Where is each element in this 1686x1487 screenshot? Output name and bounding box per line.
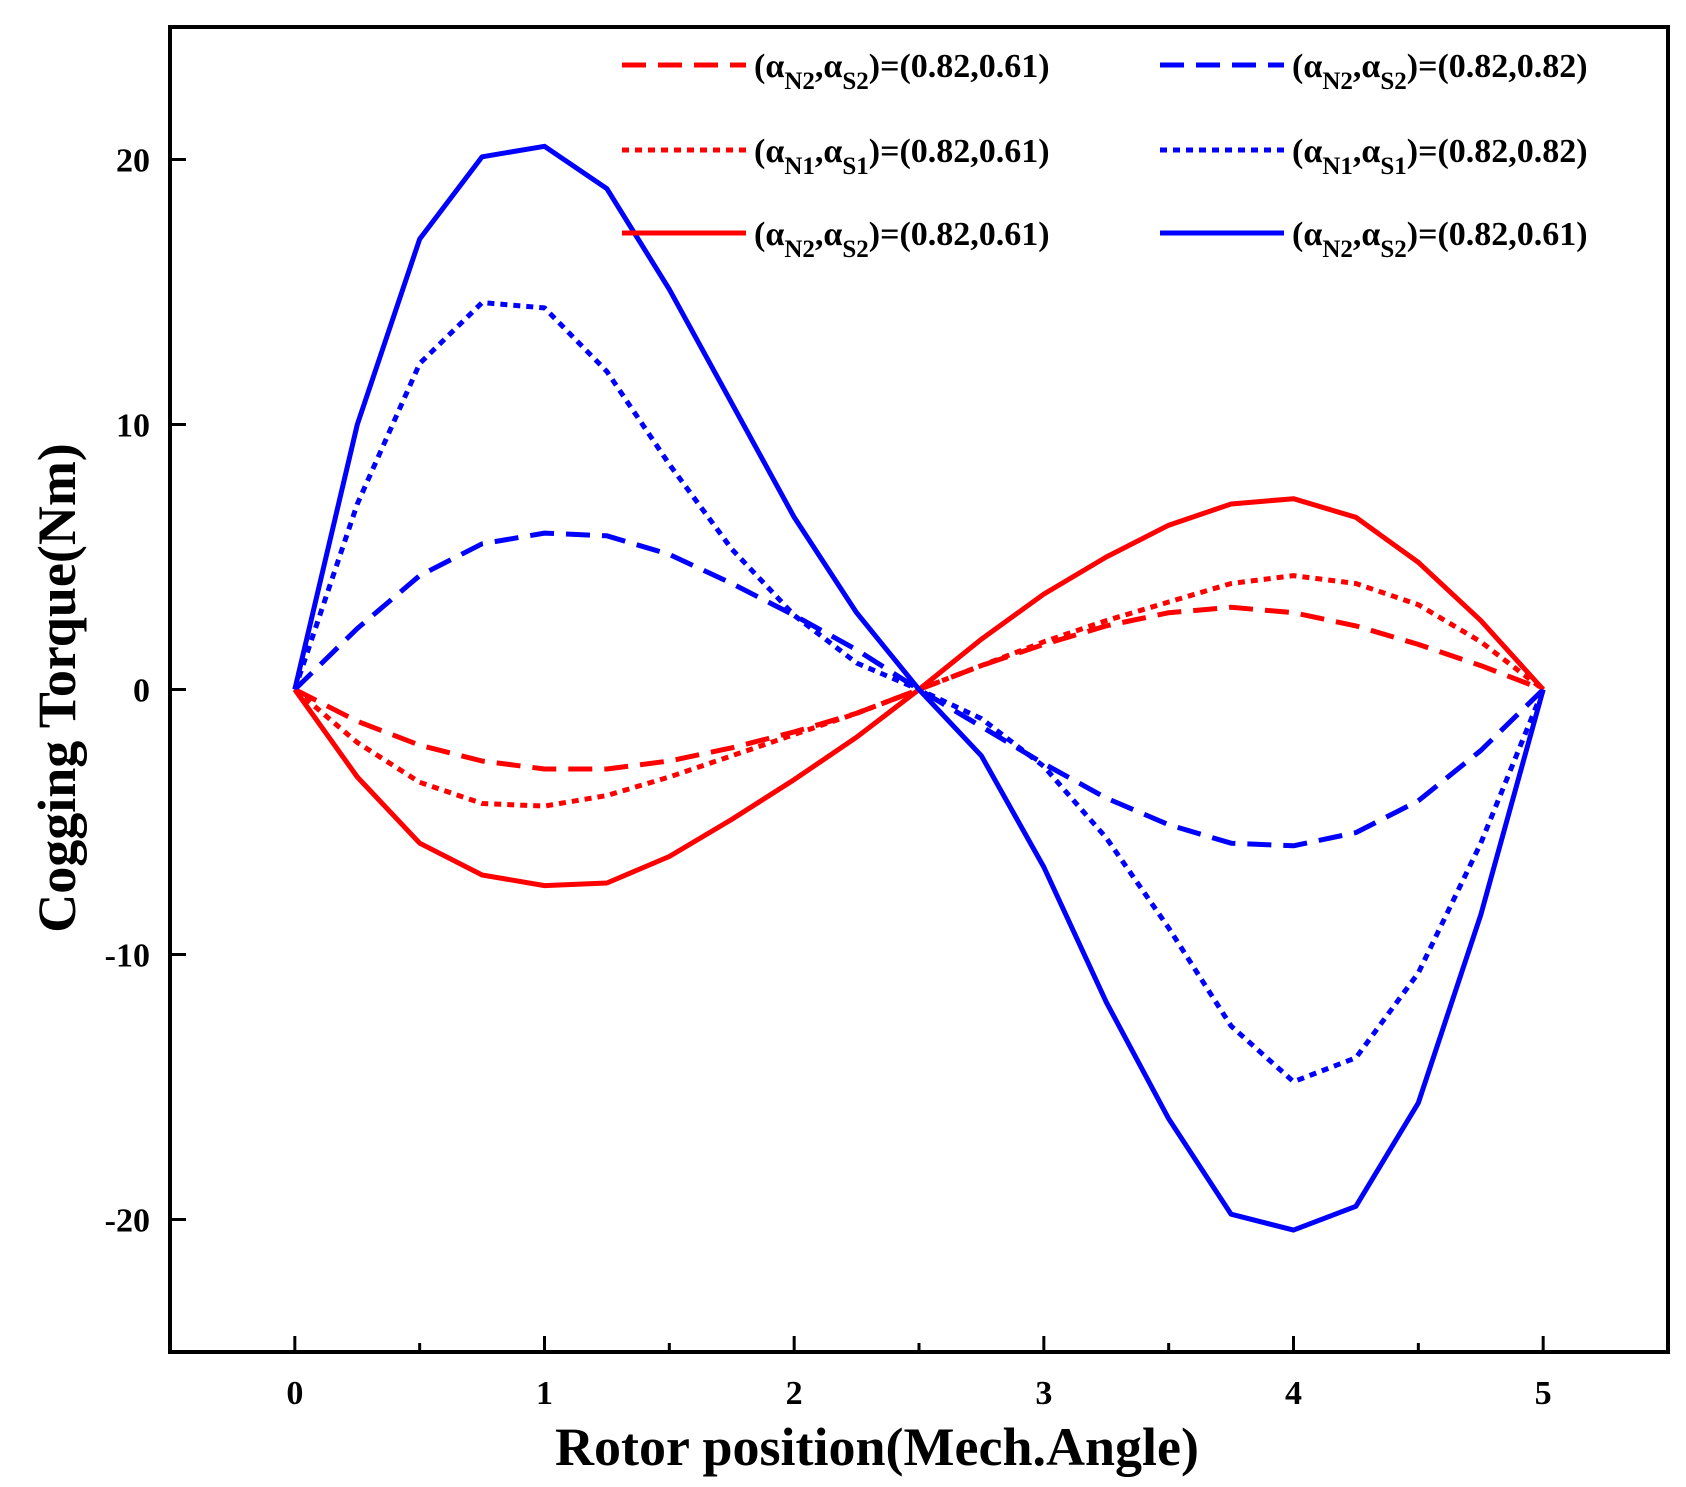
legend-label: (αN2,αS2)=(0.82,0.61)	[754, 216, 1050, 263]
y-tick-label: 0	[133, 673, 150, 710]
legend-item-red-solid: (αN2,αS2)=(0.82,0.61)	[622, 216, 1050, 263]
axes-layer: 0 1 2 3 4 5 -20 -10 0 10 20	[105, 25, 1670, 1412]
legend-label: (αN1,αS1)=(0.82,0.61)	[754, 133, 1050, 180]
y-tick-label: -20	[105, 1203, 150, 1240]
x-tick-label: 0	[286, 1375, 303, 1412]
x-axis-title: Rotor position(Mech.Angle)	[555, 1417, 1199, 1477]
legend-label: (αN2,αS2)=(0.82,0.61)	[1292, 216, 1588, 263]
y-tick-label: -10	[105, 938, 150, 975]
y-axis-title: Cogging Torque(Nm)	[27, 443, 87, 933]
legend: (αN2,αS2)=(0.82,0.61) (αN2,αS2)=(0.82,0.8…	[622, 48, 1588, 263]
legend-item-blue-dashed: (αN2,αS2)=(0.82,0.82)	[1160, 48, 1588, 95]
series-layer	[292, 143, 1546, 1233]
x-tick-label: 2	[786, 1375, 803, 1412]
x-tick-label: 5	[1535, 1375, 1552, 1412]
legend-item-blue-solid: (αN2,αS2)=(0.82,0.61)	[1160, 216, 1588, 263]
y-tick-label: 10	[116, 408, 150, 445]
y-tick-label: 20	[116, 143, 150, 180]
legend-label: (αN2,αS2)=(0.82,0.61)	[754, 48, 1050, 95]
legend-item-red-dashed: (αN2,αS2)=(0.82,0.61)	[622, 48, 1050, 95]
legend-item-blue-dotted: (αN1,αS1)=(0.82,0.82)	[1160, 133, 1588, 180]
legend-label: (αN1,αS1)=(0.82,0.82)	[1292, 133, 1588, 180]
x-tick-label: 1	[536, 1375, 553, 1412]
legend-item-red-dotted: (αN1,αS1)=(0.82,0.61)	[622, 133, 1050, 180]
legend-label: (αN2,αS2)=(0.82,0.82)	[1292, 48, 1588, 95]
x-tick-label: 4	[1285, 1375, 1302, 1412]
series-line-blue-solid	[292, 143, 1546, 1233]
series-line-blue-dashed	[293, 530, 1545, 849]
x-tick-label: 3	[1035, 1375, 1052, 1412]
